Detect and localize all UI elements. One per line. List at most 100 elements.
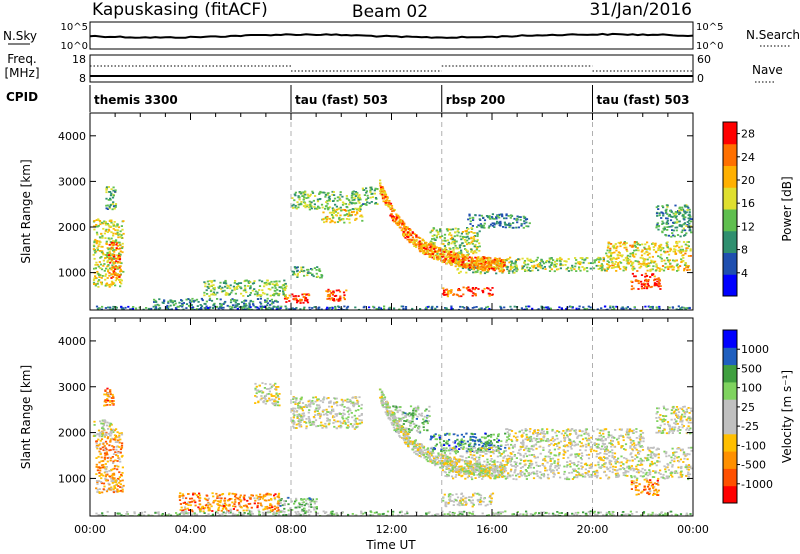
echo-cell [326,202,329,205]
echo-cell [482,291,485,294]
echo-cell [105,431,108,434]
echo-cell [665,244,668,247]
echo-cell [448,290,451,292]
echo-cell [119,250,122,253]
echo-cell [320,308,323,310]
echo-cell [458,251,461,254]
echo-cell [415,240,418,242]
echo-cell [300,498,303,501]
echo-cell [550,268,553,271]
echo-cell [298,506,301,509]
echo-cell [651,273,654,276]
echo-cell [247,295,250,297]
echo-cell [298,421,301,424]
echo-cell [120,432,123,434]
echo-cell [413,242,416,244]
echo-cell [488,225,491,228]
echo-cell [386,197,389,199]
echo-cell [179,492,182,495]
echo-cell [315,407,318,410]
echo-cell [649,308,652,310]
echo-cell [374,187,377,190]
echo-cell [332,415,335,418]
echo-cell [322,218,325,221]
echo-cell [107,306,110,309]
echo-cell [471,225,474,227]
echo-cell [472,268,475,271]
echo-cell [185,503,188,506]
echo-cell [104,399,107,402]
echo-cell [451,236,454,239]
echo-cell [622,307,625,310]
echo-cell [474,243,477,246]
echo-cell [93,283,96,285]
echo-cell [659,243,662,246]
echo-cell [114,241,117,243]
echo-cell [119,265,122,268]
echo-cell [319,276,322,279]
echo-cell [109,431,112,434]
echo-cell [483,257,486,260]
echo-cell [666,246,669,249]
echo-cell [110,237,113,240]
echo-cell [174,302,177,305]
echo-cell [247,307,251,310]
echo-cell [352,202,355,205]
echo-cell [402,305,405,308]
echo-cell [605,252,608,255]
echo-cell [233,287,236,289]
echo-cell [419,237,422,239]
echo-cell [415,418,418,420]
echo-cell [294,403,297,405]
echo-cell [651,268,654,271]
echo-cell [626,259,629,262]
echo-cell [113,477,116,480]
echo-cell [362,203,365,205]
nave-trace [90,65,693,72]
echo-cell [97,285,100,288]
echo-cell [441,261,444,264]
echo-cell [686,241,689,243]
echo-cell [293,266,296,268]
echo-cell [683,204,686,207]
echo-cell [224,279,227,282]
echo-cell [295,427,298,429]
echo-cell [385,204,388,206]
echo-cell [240,287,243,290]
echo-cell [341,400,345,403]
echo-cell [567,270,570,272]
echo-cell [442,259,445,262]
echo-cell [104,223,107,226]
echo-cell [105,282,109,285]
echo-cell [530,261,533,263]
echo-cell [402,423,405,425]
echo-cell [346,418,349,421]
echo-cell [408,241,411,244]
echo-cell [475,267,479,269]
echo-cell [270,302,273,305]
echo-cell [111,468,114,471]
echo-cell [523,261,526,264]
echo-cell [330,292,333,294]
echo-cell [488,257,491,260]
echo-cell [589,306,592,309]
echo-cell [121,242,124,245]
echo-cell [231,492,234,495]
echo-cell [356,212,359,215]
echo-cell [224,285,227,288]
echo-cell [431,307,434,310]
echo-cell [475,306,478,308]
echo-cell [100,466,103,469]
echo-cell [679,250,682,252]
echo-cell [109,389,112,391]
echo-cell [250,494,253,496]
echo-cell [511,270,514,273]
echo-cell [178,494,181,497]
echo-cell [466,287,469,290]
echo-cell [578,307,581,310]
echo-cell [448,228,451,231]
echo-cell [401,413,404,416]
echo-cell [207,506,210,509]
echo-cell [254,499,257,502]
echo-cell [120,225,123,227]
